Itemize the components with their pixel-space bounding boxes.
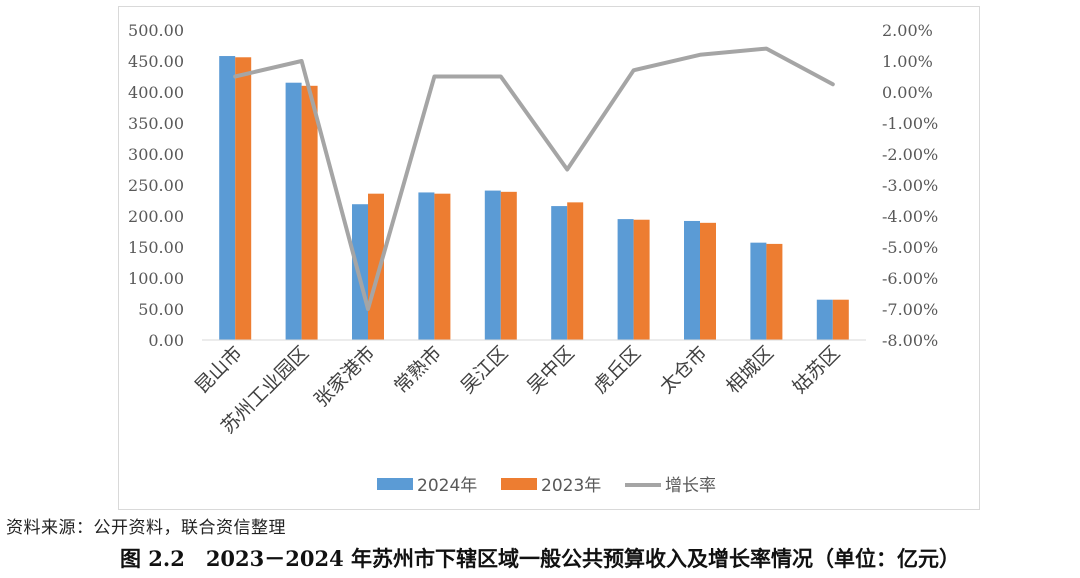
x-tick-label: 相城区: [722, 342, 778, 398]
y-left-tick-label: 150.00: [128, 238, 184, 257]
y-right-tick-label: -4.00%: [882, 207, 938, 226]
legend-label: 增长率: [665, 476, 716, 496]
y-right-tick-label: 2.00%: [882, 21, 933, 40]
y-left-tick-label: 450.00: [128, 52, 184, 71]
x-tick-label: 张家港市: [310, 342, 379, 411]
source-note: 资料来源：公开资料，联合资信整理: [6, 518, 286, 538]
bar-2023: [434, 193, 451, 340]
y-right-tick-label: -2.00%: [882, 145, 938, 164]
growth-rate-line: [233, 46, 835, 311]
chart-frame: 0.00 50.00 100.00 150.00 200.00 250.00 300.00 3…: [118, 6, 980, 510]
bar-2024: [617, 219, 634, 340]
bar-2023: [633, 219, 650, 340]
bar-2023: [500, 191, 517, 340]
y-right-tick-label: -6.00%: [882, 269, 938, 288]
bar-2023: [235, 57, 252, 340]
bar-2023: [301, 85, 318, 340]
bar-2024: [684, 220, 700, 340]
bar-2023: [567, 202, 584, 340]
bar-2024: [418, 192, 435, 340]
legend-label: 2024年: [417, 476, 477, 496]
bar-2024: [219, 56, 236, 340]
y-left-tick-label: 350.00: [128, 114, 184, 133]
combo-chart: 0.00 50.00 100.00 150.00 200.00 250.00 300.00 3…: [128, 21, 938, 496]
x-tick-label: 吴江区: [456, 342, 512, 398]
y-right-tick-label: 0.00%: [882, 83, 933, 102]
y-left-tick-label: 250.00: [128, 176, 184, 195]
x-tick-label: 昆山市: [191, 342, 247, 398]
y-right-tick-label: -7.00%: [882, 300, 938, 319]
y-right-tick-label: -8.00%: [882, 331, 938, 350]
legend-swatch: [501, 478, 537, 490]
y-left-tick-label: 0.00: [148, 331, 184, 350]
bar-2023: [368, 193, 384, 340]
x-tick-label: 吴中区: [523, 342, 579, 398]
y-right-tick-label: -3.00%: [882, 176, 938, 195]
figure-caption: 图 2.2 2023－2024 年苏州市下辖区域一般公共预算收入及增长率情况（单…: [119, 546, 961, 571]
bar-2024: [816, 299, 833, 340]
x-tick-label: 常熟市: [390, 342, 446, 398]
y-left-tick-label: 50.00: [138, 300, 184, 319]
x-tick-label: 虎丘区: [589, 342, 645, 398]
bar-2024: [484, 190, 501, 340]
bar-2024: [551, 206, 568, 340]
bar-2024: [750, 242, 767, 340]
y-left-tick-label: 200.00: [128, 207, 184, 226]
y-right-tick-label: 1.00%: [882, 52, 933, 71]
bar-2023: [832, 299, 849, 340]
y-right-tick-label: -1.00%: [882, 114, 938, 133]
legend-label: 2023年: [541, 476, 601, 496]
x-tick-label: 太仓市: [656, 342, 712, 398]
x-tick-label: 姑苏区: [788, 342, 844, 398]
bar-2023: [700, 222, 716, 340]
y-left-tick-label: 500.00: [128, 21, 184, 40]
y-left-tick-label: 100.00: [128, 269, 184, 288]
y-left-tick-label: 400.00: [128, 83, 184, 102]
legend-swatch: [377, 478, 413, 490]
y-right-tick-label: -5.00%: [882, 238, 938, 257]
bar-2024: [285, 82, 302, 340]
bar-2023: [766, 243, 783, 340]
y-left-tick-label: 300.00: [128, 145, 184, 164]
